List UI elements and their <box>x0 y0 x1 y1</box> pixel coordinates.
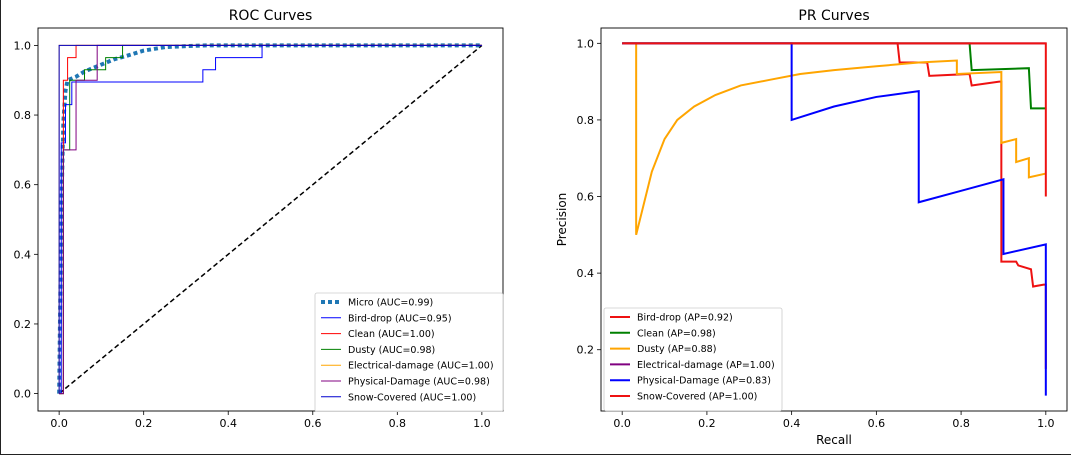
series-line-dusty <box>622 42 1047 236</box>
legend-entry: Clean (AUC=1.00) <box>348 329 435 340</box>
y-tick-label: 0.4 <box>577 267 595 280</box>
legend-entry: Bird-drop (AUC=0.95) <box>348 313 452 324</box>
x-tick-label: 0.2 <box>135 417 153 430</box>
y-tick-label: 1.0 <box>577 37 595 50</box>
x-tick-label: 0.8 <box>952 417 970 430</box>
series-line-physical-damage <box>622 42 1047 396</box>
y-tick-label: 0.8 <box>577 114 595 127</box>
legend: Micro (AUC=0.99) Bird-drop (AUC=0.95) Clea… <box>314 292 504 412</box>
x-tick-label: 0.2 <box>698 417 716 430</box>
legend-entry: Clean (AP=0.98) <box>637 328 716 339</box>
legend-entry: Dusty (AUC=0.98) <box>348 345 435 356</box>
y-tick-label: 0.4 <box>14 248 32 261</box>
legend-entry: Dusty (AP=0.88) <box>637 344 716 355</box>
chart-pr: PR Curves 0.0 0.2 0.4 0.6 0.8 1.0 0.2 0.4 0.6 0.8 1… <box>555 8 1068 447</box>
y-tick-label: 0.0 <box>14 388 32 401</box>
x-tick-label: 1.0 <box>1037 417 1055 430</box>
legend-entry: Physical-Damage (AUC=0.98) <box>348 377 490 388</box>
chance-line <box>58 44 483 395</box>
y-tick-label: 0.8 <box>14 109 32 122</box>
legend-entry: Physical-Damage (AP=0.83) <box>637 376 771 387</box>
chart-title: PR Curves <box>798 8 869 24</box>
y-tick-label: 0.2 <box>577 344 595 357</box>
x-tick-label: 0.4 <box>783 417 801 430</box>
x-tick-label: 0.4 <box>219 417 237 430</box>
legend-entry: Electrical-damage (AP=1.00) <box>637 360 775 371</box>
y-tick-label: 1.0 <box>14 39 32 52</box>
legend-entry: Snow-Covered (AP=1.00) <box>637 392 757 403</box>
y-tick-label: 0.2 <box>14 318 32 331</box>
x-tick-label: 0.8 <box>389 417 407 430</box>
chart-title: ROC Curves <box>229 8 313 24</box>
y-axis-label: Precision <box>555 193 569 247</box>
plot-area <box>57 43 483 395</box>
x-tick-label: 0.0 <box>50 417 68 430</box>
legend-entry: Snow-Covered (AUC=1.00) <box>348 392 476 403</box>
x-tick-label: 0.6 <box>304 417 322 430</box>
x-tick-label: 0.0 <box>613 417 631 430</box>
series-line-physical-damage <box>59 44 482 395</box>
chart-roc: ROC Curves 0.0 0.2 0.4 0.6 0.8 1.0 0.0 0.2 0.4 0.6… <box>14 8 504 430</box>
legend-box <box>314 292 504 412</box>
x-tick-label: 0.6 <box>868 417 886 430</box>
y-tick-label: 0.6 <box>14 179 32 192</box>
legend: Bird-drop (AP=0.92) Clean (AP=0.98) Dusty … <box>603 307 783 412</box>
plot-area <box>622 42 1047 396</box>
x-tick-label: 1.0 <box>473 417 491 430</box>
plot-frame <box>600 27 1068 412</box>
legend-box <box>603 307 783 412</box>
legend-entry: Bird-drop (AP=0.92) <box>637 313 733 324</box>
series-line-snow-covered <box>58 44 482 394</box>
y-tick-label: 0.6 <box>577 191 595 204</box>
series-line-bird-drop <box>59 44 482 395</box>
legend-entry: Micro (AUC=0.99) <box>348 298 433 309</box>
x-axis-label: Recall <box>816 433 852 447</box>
series-line-snow-covered <box>622 42 1047 197</box>
legend-entry: Electrical-damage (AUC=1.00) <box>348 361 494 372</box>
